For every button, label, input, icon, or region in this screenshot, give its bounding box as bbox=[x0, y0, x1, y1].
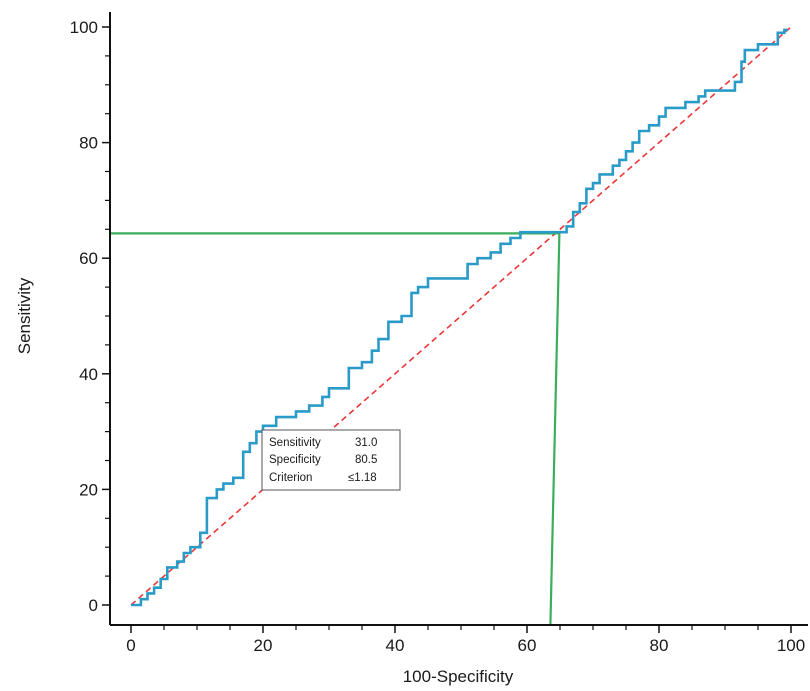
diagonal-reference-line bbox=[130, 26, 792, 606]
y-tick-label: 60 bbox=[79, 249, 98, 268]
roc-curve bbox=[131, 28, 788, 607]
x-tick-label: 40 bbox=[386, 636, 405, 655]
tooltip-sensitivity-value: 31.0 bbox=[355, 437, 377, 449]
vertical-cutoff-line bbox=[549, 233, 561, 626]
x-tick-label: 0 bbox=[126, 636, 135, 655]
cutoff-reference-lines bbox=[110, 232, 561, 626]
x-tick-label: 20 bbox=[254, 636, 273, 655]
x-tick-label: 80 bbox=[650, 636, 669, 655]
x-tick-label: 100 bbox=[777, 636, 805, 655]
tooltip-specificity-label: Specificity bbox=[269, 454, 321, 466]
tooltip-sensitivity-label: Sensitivity bbox=[269, 437, 321, 449]
y-tick-label: 100 bbox=[70, 18, 98, 37]
reference-diagonal-group bbox=[130, 26, 792, 606]
y-tick-label: 80 bbox=[79, 134, 98, 153]
tooltip-box bbox=[261, 429, 401, 491]
tooltip-criterion-label: Criterion bbox=[269, 472, 312, 484]
y-axis-title: Sensitivity bbox=[15, 277, 34, 354]
y-tick-label: 20 bbox=[79, 480, 98, 499]
criterion-tooltip: Sensitivity 31.0 Specificity 80.5 Criter… bbox=[261, 429, 401, 491]
tooltip-specificity-value: 80.5 bbox=[355, 454, 377, 466]
y-tick-label: 0 bbox=[89, 596, 98, 615]
tooltip-criterion-value: ≤1.18 bbox=[348, 472, 377, 484]
x-axis-title: 100-Specificity bbox=[403, 667, 514, 686]
roc-curve-group bbox=[131, 28, 788, 607]
ticks-group: 0 20 40 60 80 100 0 20 40 60 80 100 bbox=[70, 18, 806, 655]
x-tick-label: 60 bbox=[518, 636, 537, 655]
y-tick-label: 40 bbox=[79, 365, 98, 384]
